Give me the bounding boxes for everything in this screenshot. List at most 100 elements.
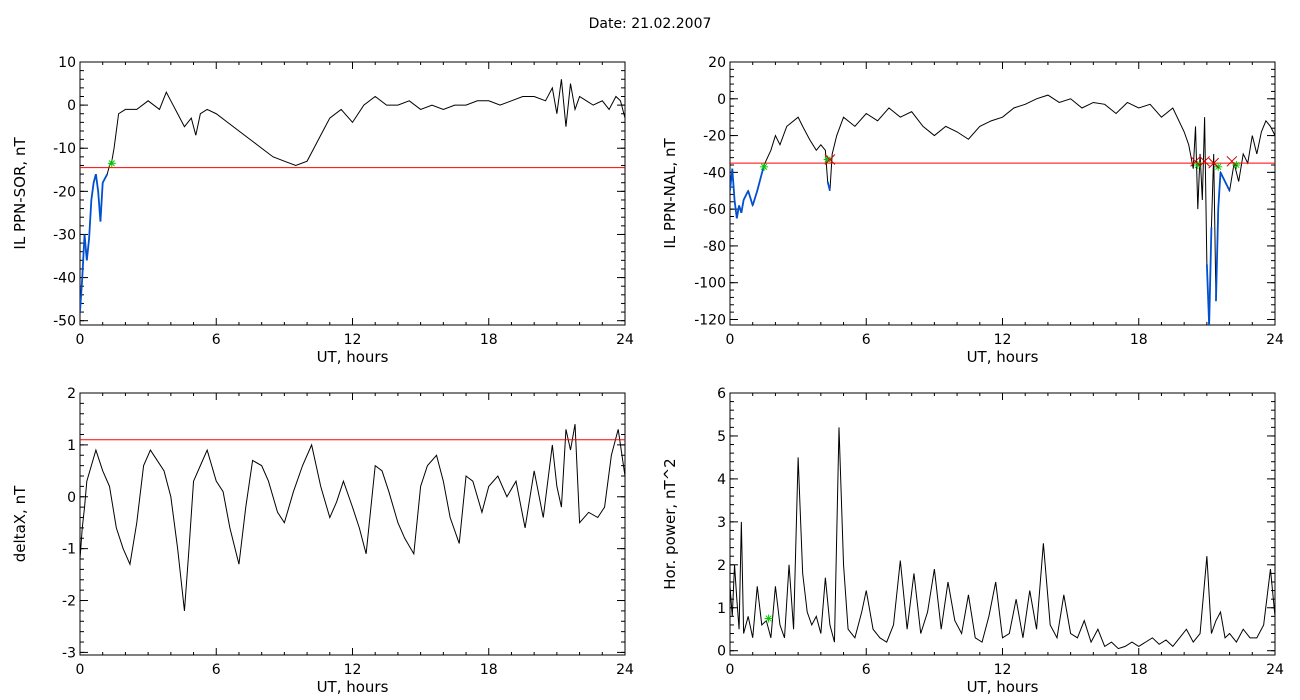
plot-frame [729, 61, 1276, 326]
below-threshold-segment [1215, 209, 1220, 302]
below-threshold-segment [740, 199, 745, 213]
below-threshold-segment [95, 173, 100, 192]
below-threshold-segment [88, 199, 93, 239]
below-threshold-segment [756, 164, 765, 191]
below-threshold-segment [104, 173, 109, 179]
series-group [80, 79, 625, 313]
y-tick-label: 0 [717, 92, 726, 108]
event-cross [824, 154, 836, 165]
event-cross [1199, 155, 1210, 167]
below-threshold-segment [1219, 171, 1226, 182]
y-tick-label: -50 [53, 314, 76, 330]
event-marker [1214, 162, 1223, 171]
y-tick-label: -100 [694, 276, 726, 292]
y-tick-label: 3 [717, 515, 726, 531]
event-marker [760, 162, 769, 171]
y-tick-label: -1 [62, 542, 76, 558]
x-tick-label: 18 [480, 332, 498, 348]
x-tick-label: 0 [76, 332, 85, 348]
series-line [730, 94, 1275, 325]
below-threshold-segment [826, 181, 831, 191]
y-tick-label: -30 [53, 227, 76, 243]
y-tick-label: 6 [717, 386, 726, 402]
series-group [730, 94, 1275, 325]
x-tick-label: 24 [616, 662, 634, 678]
event-marker [764, 614, 773, 623]
x-tick-label: 0 [76, 662, 85, 678]
y-tick-label: 10 [58, 55, 76, 71]
below-threshold-segment [101, 177, 106, 184]
below-threshold-segment [99, 182, 104, 222]
event-cross [1226, 155, 1238, 167]
y-tick-label: 5 [717, 429, 726, 445]
y-tick-label: -20 [703, 129, 726, 145]
page-title: Date: 21.02.2007 [588, 16, 712, 32]
x-tick-label: 12 [344, 662, 362, 678]
plot-frame [79, 61, 626, 326]
y-axis-label: IL PPN-NAL, nT [661, 138, 679, 249]
y-tick-label: -40 [703, 165, 726, 181]
below-threshold-segment [81, 234, 86, 278]
below-threshold-segment [85, 238, 90, 261]
series-line [80, 79, 625, 313]
below-threshold-segment [1208, 227, 1213, 325]
x-tick-label: 12 [994, 662, 1012, 678]
plot-frame [79, 392, 626, 656]
x-tick-label: 24 [616, 332, 634, 348]
series-line [80, 424, 625, 611]
below-threshold-segment [90, 182, 95, 201]
below-threshold-segment [747, 190, 754, 206]
chart-power: 0 6 12 18 24 6 5 4 3 2 1 0 UT, hours Hor. power, nT^2 [661, 386, 1284, 696]
x-tick-label: 0 [726, 332, 735, 348]
y-tick-label: 1 [67, 438, 76, 454]
below-threshold-segment [733, 199, 738, 219]
below-threshold-segment [80, 277, 84, 313]
series-group [80, 424, 625, 611]
y-tick-label: 4 [717, 472, 726, 488]
below-threshold-segment [1224, 181, 1231, 192]
x-tick-label: 6 [862, 332, 871, 348]
x-tick-label: 24 [1266, 332, 1284, 348]
below-threshold-segment [751, 190, 759, 206]
y-tick-label: 20 [708, 55, 726, 71]
event-marker [1193, 160, 1202, 169]
y-tick-label: -80 [703, 239, 726, 255]
x-tick-label: 18 [1130, 332, 1148, 348]
y-tick-label: -20 [53, 184, 76, 200]
y-tick-label: 0 [717, 644, 726, 660]
x-axis-label: UT, hours [317, 678, 389, 696]
x-tick-label: 18 [1130, 662, 1148, 678]
y-tick-label: -60 [703, 202, 726, 218]
below-threshold-segment [742, 190, 749, 201]
y-tick-label: -10 [53, 141, 76, 157]
event-cross [1208, 157, 1220, 169]
x-tick-label: 6 [212, 662, 221, 678]
event-marker [1232, 160, 1241, 169]
y-tick-label: 1 [717, 601, 726, 617]
x-tick-label: 6 [862, 662, 871, 678]
chart-nal: 0 6 12 18 24 20 0 -20 -40 -60 -80 -100 -120 UT, hours… [661, 55, 1284, 366]
chart-deltax: 0 6 12 18 24 2 1 0 -1 -2 -3 UT, hours deltaX, nT [11, 386, 634, 696]
x-axis-label: UT, hours [317, 348, 389, 366]
below-threshold-segment [731, 168, 736, 201]
x-tick-label: 12 [994, 332, 1012, 348]
y-tick-label: -120 [694, 312, 726, 328]
x-axis-label: UT, hours [967, 348, 1039, 366]
x-tick-label: 24 [1266, 662, 1284, 678]
below-threshold-segment [1217, 172, 1222, 210]
chart-sor: 0 6 12 18 24 10 0 -10 -20 -30 -40 -50 UT, hours IL PP… [11, 55, 634, 366]
x-tick-label: 18 [480, 662, 498, 678]
event-cross [1190, 155, 1201, 167]
y-tick-label: -2 [62, 594, 76, 610]
y-tick-label: 2 [717, 558, 726, 574]
y-axis-label: deltaX, nT [11, 485, 29, 562]
y-tick-label: 0 [67, 490, 76, 506]
y-tick-label: 0 [67, 98, 76, 114]
x-tick-label: 0 [726, 662, 735, 678]
below-threshold-segment [735, 205, 740, 219]
x-tick-label: 6 [212, 332, 221, 348]
event-marker [107, 159, 116, 168]
y-axis-label: Hor. power, nT^2 [661, 458, 679, 589]
x-axis-label: UT, hours [967, 678, 1039, 696]
